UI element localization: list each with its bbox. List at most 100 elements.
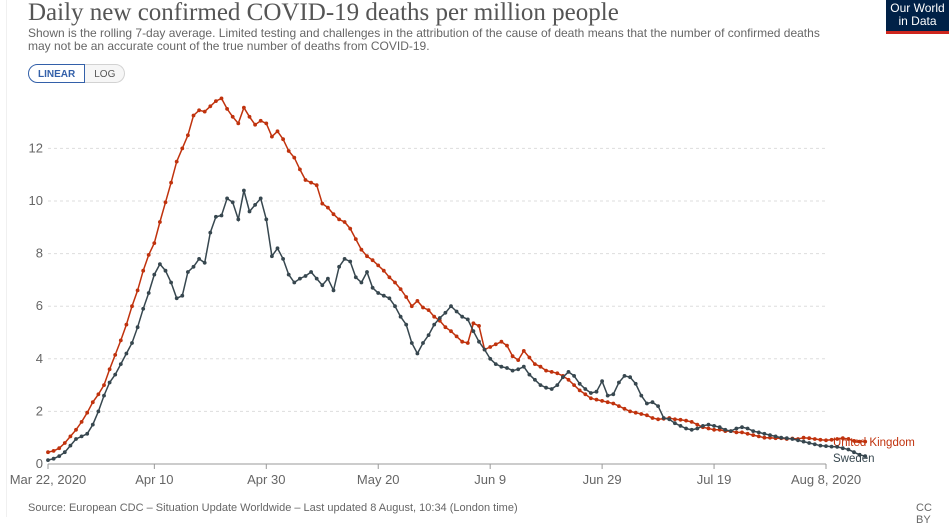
data-point [437,316,442,320]
data-point [477,339,481,344]
data-point [247,114,252,119]
data-point [611,392,616,397]
data-point [835,445,840,449]
data-point [527,355,532,360]
data-point [723,427,728,432]
data-point [242,105,246,110]
data-point [365,270,369,274]
data-point [443,325,448,330]
data-point [432,322,437,327]
data-point [130,304,134,309]
our-world-in-data-logo[interactable]: Our World in Data [886,0,949,34]
data-point [242,188,246,193]
license-link[interactable]: CC BY [916,502,932,526]
data-point [275,129,280,134]
data-point [74,427,78,432]
data-point [381,293,386,298]
log-scale-button[interactable]: LOG [85,64,126,83]
data-point [298,167,302,172]
data-point [639,393,644,398]
data-point [326,276,330,281]
logo-line-2: in Data [898,14,937,28]
data-point [398,314,403,319]
data-point [516,358,521,362]
data-point [130,341,134,345]
data-point [286,149,291,153]
data-point [751,429,756,433]
data-point [801,439,806,444]
data-point [320,283,325,288]
data-point [678,417,683,422]
data-point [326,205,330,210]
data-point [113,353,118,357]
data-point [678,424,683,428]
data-point [90,400,95,405]
x-tick-label: Jun 29 [583,472,622,487]
y-tick-label: 10 [29,193,43,208]
data-point [600,379,604,384]
data-point [253,122,257,127]
data-point [270,254,274,259]
data-point [544,385,548,390]
data-point [191,113,196,118]
data-point [656,404,660,408]
data-point [387,296,392,301]
data-point [689,420,694,424]
data-point [298,276,302,281]
data-point [320,201,325,206]
data-point [124,351,129,356]
data-point [152,241,157,246]
data-point [146,253,151,257]
data-point [359,247,364,252]
line-chart: 0 2 4 6 8 10 12 Mar 22, 2020 Apr 10 Apr 30 May 20 J… [10,96,915,487]
data-point [465,317,470,322]
linear-scale-button[interactable]: LINEAR [28,64,86,83]
data-point [348,259,353,264]
data-point [79,434,84,439]
data-point [611,401,616,406]
data-point [667,417,672,422]
data-point [85,410,90,415]
data-point [505,366,509,370]
data-point [202,109,207,114]
data-point [314,276,319,281]
data-point [863,454,868,458]
data-point [549,387,554,391]
data-point [219,96,224,101]
data-point [499,339,504,344]
data-point [829,444,834,449]
data-point [281,257,285,261]
data-point [381,268,386,273]
data-point [107,380,112,385]
data-point [471,321,476,326]
data-point [824,444,828,448]
data-point [762,431,767,436]
data-point [387,275,392,280]
data-point [370,258,375,263]
data-point [605,393,610,398]
data-point [600,399,604,403]
data-point [331,288,336,293]
data-point [521,364,526,369]
data-point [68,443,73,448]
data-point [432,314,437,319]
data-point [152,272,157,277]
data-point [846,447,851,452]
data-point [443,310,448,315]
data-point [146,291,151,295]
data-point [102,393,106,398]
data-point [549,370,554,374]
data-point [499,364,504,369]
data-point [589,396,593,401]
data-point [57,454,62,458]
data-point [180,293,185,298]
y-tick-label: 4 [36,351,43,366]
data-point [57,446,62,451]
data-point [622,406,627,411]
data-point [734,430,739,435]
data-point [314,183,319,188]
data-point [673,421,677,426]
data-point [449,329,453,334]
data-point [85,431,90,436]
data-point [393,304,397,309]
